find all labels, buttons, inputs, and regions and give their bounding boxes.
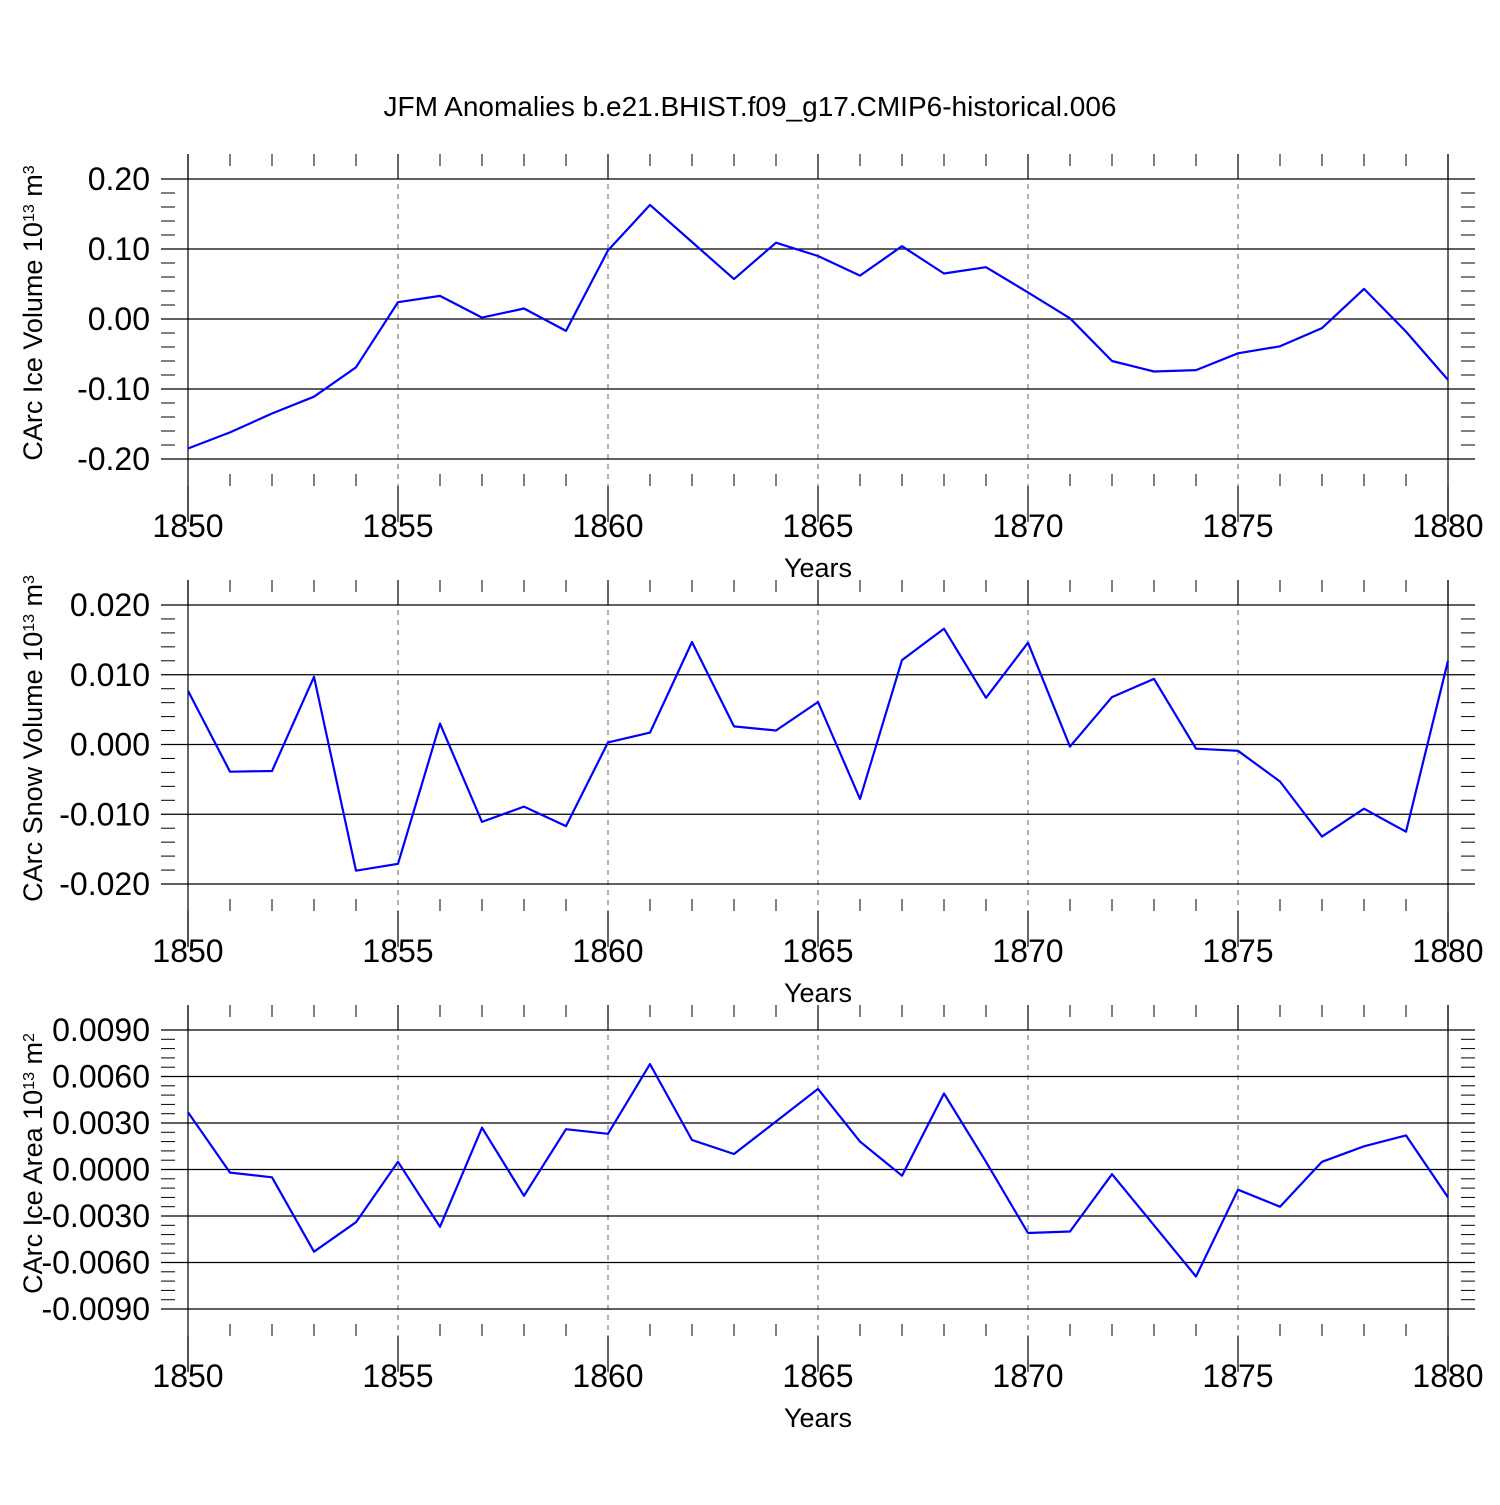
x-axis-label: Years (784, 1403, 852, 1433)
y-axis-label: CArc Snow Volume 1013 m3 (18, 575, 48, 902)
y-tick-label: -0.10 (77, 371, 150, 407)
y-tick-label: 0.020 (70, 587, 150, 623)
panel-3: -0.0090 -0.0060 -0.0030 0.0000 0.0030 0.0060 0… (18, 1005, 1484, 1433)
y-tick-label: 0.00 (88, 301, 150, 337)
series-line (187, 203, 1449, 450)
x-tick-label: 1880 (1412, 1358, 1483, 1394)
x-tick-label: 1880 (1412, 508, 1483, 544)
x-tick-label: 1865 (782, 508, 853, 544)
x-tick-label: 1855 (362, 1358, 433, 1394)
y-tick-label: 0.000 (70, 727, 150, 763)
x-tick-label: 1865 (782, 933, 853, 969)
y-tick-label: 0.0030 (52, 1105, 150, 1141)
x-tick-label: 1850 (152, 933, 223, 969)
x-tick-label: 1875 (1202, 508, 1273, 544)
x-tick-label: 1875 (1202, 1358, 1273, 1394)
y-axis-label-exponent: 13 (21, 614, 38, 632)
x-tick-label: 1850 (152, 1358, 223, 1394)
y-axis-label-unit-exponent: 3 (21, 165, 38, 174)
y-tick-label: -0.20 (77, 441, 150, 477)
y-axis-label: CArc Ice Area 1013 m2 (18, 1033, 48, 1294)
x-tick-label: 1880 (1412, 933, 1483, 969)
y-axis-label-unit-exponent: 2 (21, 1033, 38, 1042)
x-axis-label: Years (784, 553, 852, 583)
x-tick-label: 1850 (152, 508, 223, 544)
y-axis-label-unit: m (18, 584, 48, 614)
x-tick-label: 1875 (1202, 933, 1273, 969)
x-axis-label: Years (784, 978, 852, 1008)
series-line (187, 627, 1450, 872)
y-tick-label: 0.20 (88, 161, 150, 197)
y-tick-label: -0.0060 (41, 1245, 150, 1281)
x-tick-label: 1860 (572, 1358, 643, 1394)
x-tick-label: 1870 (992, 1358, 1063, 1394)
y-tick-label: -0.0030 (41, 1198, 150, 1234)
x-tick-label: 1855 (362, 933, 433, 969)
series-line (187, 1063, 1449, 1278)
y-axis-label: CArc Ice Volume 1013 m3 (18, 165, 48, 460)
x-tick-label: 1865 (782, 1358, 853, 1394)
y-axis-label-text: CArc Snow Volume 10 (18, 632, 48, 902)
y-tick-label: 0.0000 (52, 1152, 150, 1188)
y-axis-label-exponent: 13 (21, 1072, 38, 1090)
y-tick-label: -0.010 (59, 796, 150, 832)
x-tick-label: 1860 (572, 933, 643, 969)
y-axis-label-exponent: 13 (21, 204, 38, 222)
y-axis-label-unit: m (18, 174, 48, 204)
y-tick-label: 0.10 (88, 231, 150, 267)
panel-1: -0.20 -0.10 0.00 0.10 0.20 1850 1855 1860 1865 18… (18, 154, 1484, 583)
y-axis-label-unit: m (18, 1042, 48, 1072)
x-tick-label: 1870 (992, 933, 1063, 969)
x-tick-label: 1860 (572, 508, 643, 544)
x-tick-label: 1870 (992, 508, 1063, 544)
y-tick-label: -0.0090 (41, 1291, 150, 1327)
y-tick-label: 0.010 (70, 657, 150, 693)
y-axis-label-text: CArc Ice Volume 10 (18, 222, 48, 461)
y-axis-label-unit-exponent: 3 (21, 575, 38, 584)
chart-title: JFM Anomalies b.e21.BHIST.f09_g17.CMIP6-… (383, 91, 1116, 122)
y-tick-label: -0.020 (59, 866, 150, 902)
x-tick-label: 1855 (362, 508, 433, 544)
y-axis-label-text: CArc Ice Area 10 (18, 1090, 48, 1294)
y-tick-label: 0.0090 (52, 1012, 150, 1048)
y-tick-label: 0.0060 (52, 1059, 150, 1095)
panel-2: -0.020 -0.010 0.000 0.010 0.020 1850 1855 1860 1… (18, 575, 1484, 1008)
